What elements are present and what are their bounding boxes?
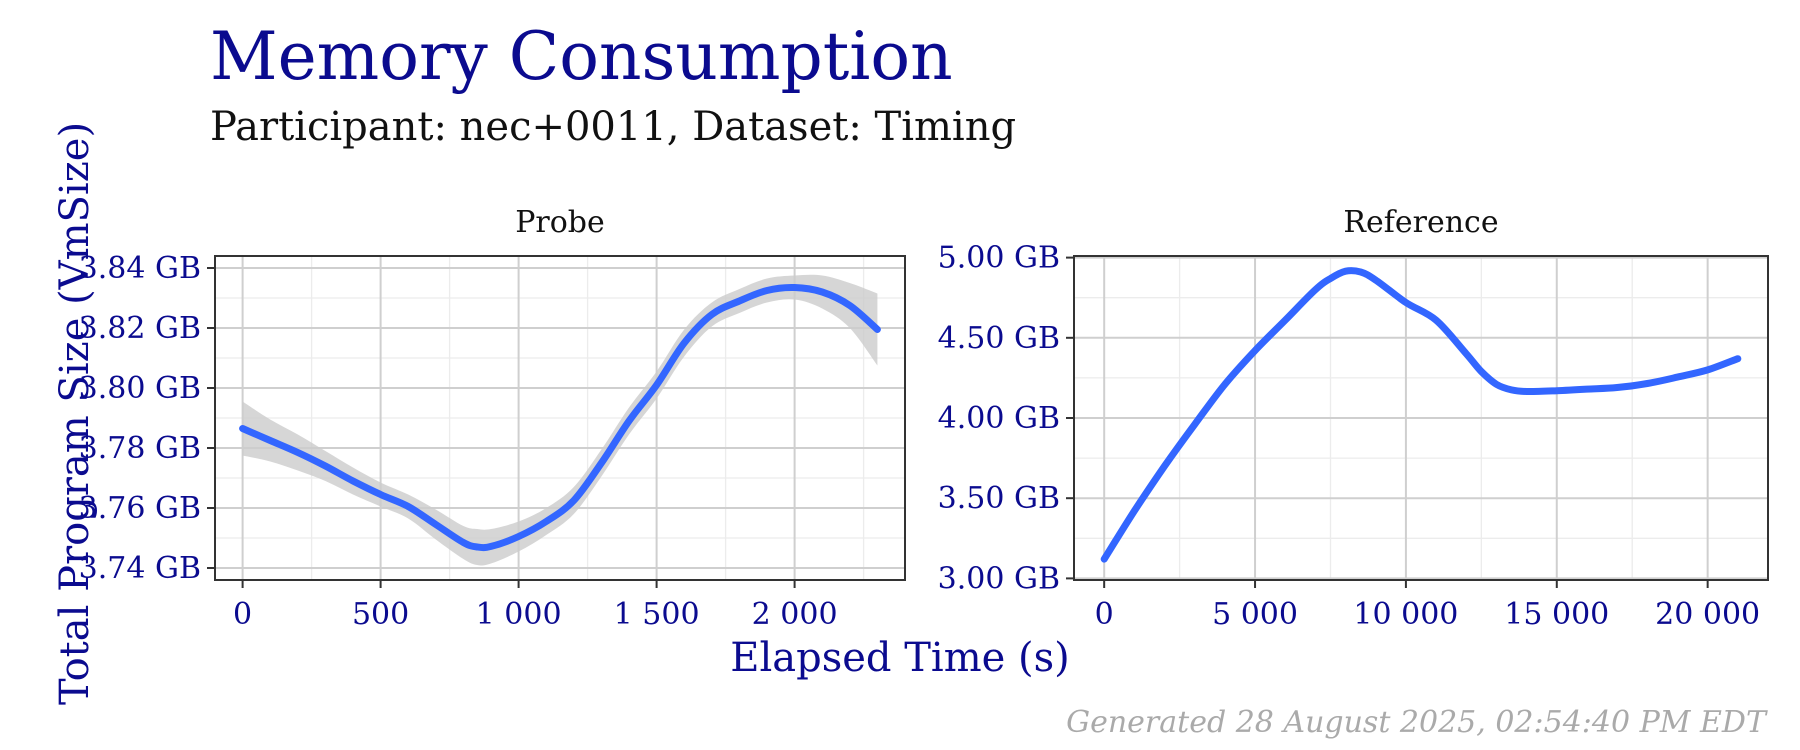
- panel-strip-label: Reference: [1343, 205, 1498, 240]
- panel-strip-label: Probe: [515, 205, 605, 240]
- y-tick-label: 5.00 GB: [938, 241, 1060, 276]
- panel-border: [214, 255, 906, 581]
- x-tick-label: 2 000: [752, 597, 838, 632]
- panel-reference: Reference 0 5 000 10 000 15 000 20 000 3.00 GB…: [938, 205, 1769, 632]
- y-tick-label: 4.00 GB: [938, 401, 1060, 436]
- y-tick-label: 3.84 GB: [79, 251, 201, 286]
- y-tick-label: 3.80 GB: [79, 371, 201, 406]
- y-tick-label: 3.82 GB: [79, 311, 201, 346]
- x-tick-label: 500: [352, 597, 409, 632]
- y-tick-label: 4.50 GB: [938, 321, 1060, 356]
- x-tick-label: 15 000: [1504, 597, 1609, 632]
- y-tick-label: 3.50 GB: [938, 481, 1060, 516]
- x-tick-label: 20 000: [1655, 597, 1760, 632]
- y-tick-label: 3.74 GB: [79, 551, 201, 586]
- series-line: [1100, 267, 1742, 563]
- x-tick-label: 1 000: [476, 597, 562, 632]
- x-tick-label: 0: [233, 597, 252, 632]
- x-tick-label: 0: [1095, 597, 1114, 632]
- chart-title: Memory Consumption: [210, 18, 953, 95]
- x-axis-label: Elapsed Time (s): [730, 635, 1070, 681]
- x-tick-label: 5 000: [1212, 597, 1298, 632]
- chart-subtitle: Participant: nec+0011, Dataset: Timing: [210, 104, 1017, 150]
- panel-probe: Probe 0 500 1 000 1 500 2 000 3.74 GB 3.76 GB 3.…: [79, 205, 906, 632]
- y-tick-label: 3.78 GB: [79, 431, 201, 466]
- y-tick-label: 3.76 GB: [79, 491, 201, 526]
- x-tick-label: 1 500: [614, 597, 700, 632]
- generated-timestamp: Generated 28 August 2025, 02:54:40 PM ED…: [1066, 705, 1766, 740]
- series-line: [239, 283, 881, 552]
- y-tick-label: 3.00 GB: [938, 561, 1060, 596]
- x-tick-label: 10 000: [1353, 597, 1458, 632]
- confidence-ribbon: [242, 274, 878, 566]
